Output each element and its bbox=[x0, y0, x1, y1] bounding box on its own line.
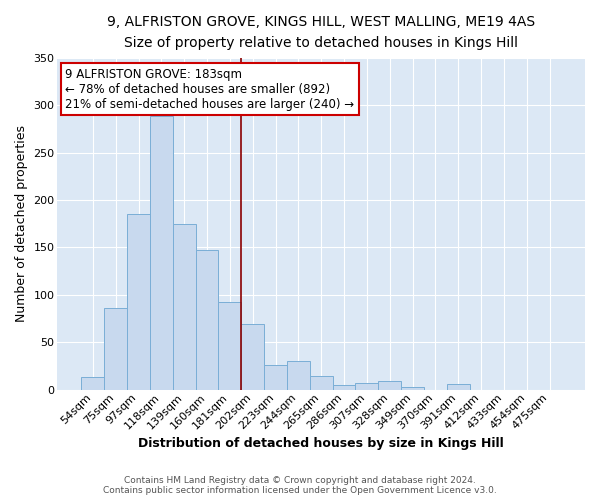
Bar bbox=[355, 383, 379, 390]
Title: 9, ALFRISTON GROVE, KINGS HILL, WEST MALLING, ME19 4AS
Size of property relative: 9, ALFRISTON GROVE, KINGS HILL, WEST MAL… bbox=[107, 15, 535, 50]
Bar bbox=[332, 385, 355, 390]
Bar bbox=[104, 308, 127, 390]
Bar bbox=[401, 387, 424, 390]
Bar bbox=[218, 302, 241, 390]
Text: Contains HM Land Registry data © Crown copyright and database right 2024.
Contai: Contains HM Land Registry data © Crown c… bbox=[103, 476, 497, 495]
Text: 9 ALFRISTON GROVE: 183sqm
← 78% of detached houses are smaller (892)
21% of semi: 9 ALFRISTON GROVE: 183sqm ← 78% of detac… bbox=[65, 68, 355, 110]
Y-axis label: Number of detached properties: Number of detached properties bbox=[15, 125, 28, 322]
Bar bbox=[127, 214, 150, 390]
Bar bbox=[310, 376, 332, 390]
Bar bbox=[150, 116, 173, 390]
Bar bbox=[82, 378, 104, 390]
Bar bbox=[379, 381, 401, 390]
X-axis label: Distribution of detached houses by size in Kings Hill: Distribution of detached houses by size … bbox=[139, 437, 504, 450]
Bar bbox=[447, 384, 470, 390]
Bar bbox=[241, 324, 264, 390]
Bar bbox=[264, 365, 287, 390]
Bar bbox=[196, 250, 218, 390]
Bar bbox=[173, 224, 196, 390]
Bar bbox=[287, 361, 310, 390]
